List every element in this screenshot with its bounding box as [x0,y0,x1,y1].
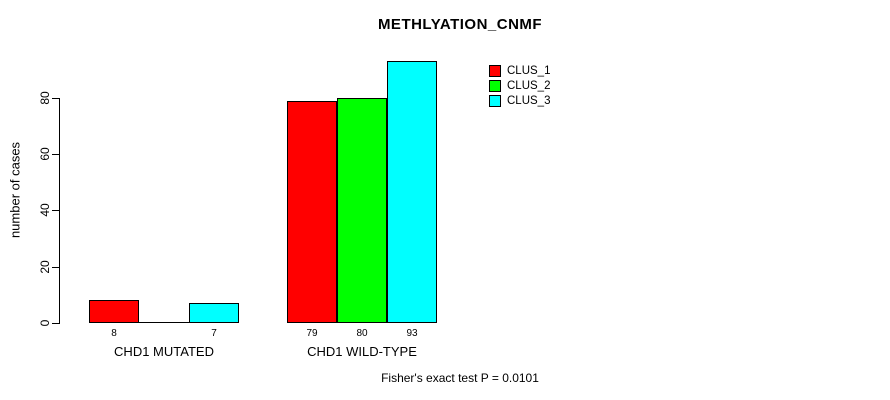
legend-item-clus_3: CLUS_3 [489,93,550,108]
y-axis-label: number of cases [7,141,23,239]
legend-swatch-icon [489,94,501,107]
legend-label: CLUS_2 [507,79,551,92]
y-tick-mark [52,154,59,155]
y-axis-line [59,98,60,324]
y-tick-mark [52,210,59,211]
bar-value-label: 8 [111,328,117,339]
legend-swatch-icon [489,79,501,92]
x-category-label: CHD1 WILD-TYPE [307,344,417,359]
bar-value-label: 93 [406,328,418,339]
legend-swatch-icon [489,64,501,77]
y-tick-label: 20 [38,260,52,274]
legend-label: CLUS_3 [507,94,551,107]
chart-title: METHLYATION_CNMF [377,16,543,33]
bar-clus_1-chd1-mutated [89,300,139,323]
legend-item-clus_1: CLUS_1 [489,63,550,78]
legend-label: CLUS_1 [507,64,551,77]
bar-clus_3-chd1-wild-type [387,61,437,323]
y-tick-label: 80 [38,91,52,105]
bar-clus_1-chd1-wild-type [287,101,337,323]
bar-value-label: 80 [356,328,368,339]
fisher-test-annotation: Fisher's exact test P = 0.0101 [381,371,539,385]
y-tick-mark [52,323,59,324]
y-tick-label: 0 [38,319,52,327]
bar-clus_3-chd1-mutated [189,303,239,323]
x-category-label: CHD1 MUTATED [114,344,214,359]
bar-clus_2-chd1-wild-type [337,98,387,323]
y-tick-mark [52,98,59,99]
y-tick-mark [52,267,59,268]
bar-clus_2-chd1-mutated [139,322,189,323]
legend-item-clus_2: CLUS_2 [489,78,550,93]
bar-value-label: 7 [211,328,217,339]
bar-value-label: 79 [306,328,318,339]
y-tick-label: 60 [38,147,52,161]
y-tick-label: 40 [38,203,52,217]
